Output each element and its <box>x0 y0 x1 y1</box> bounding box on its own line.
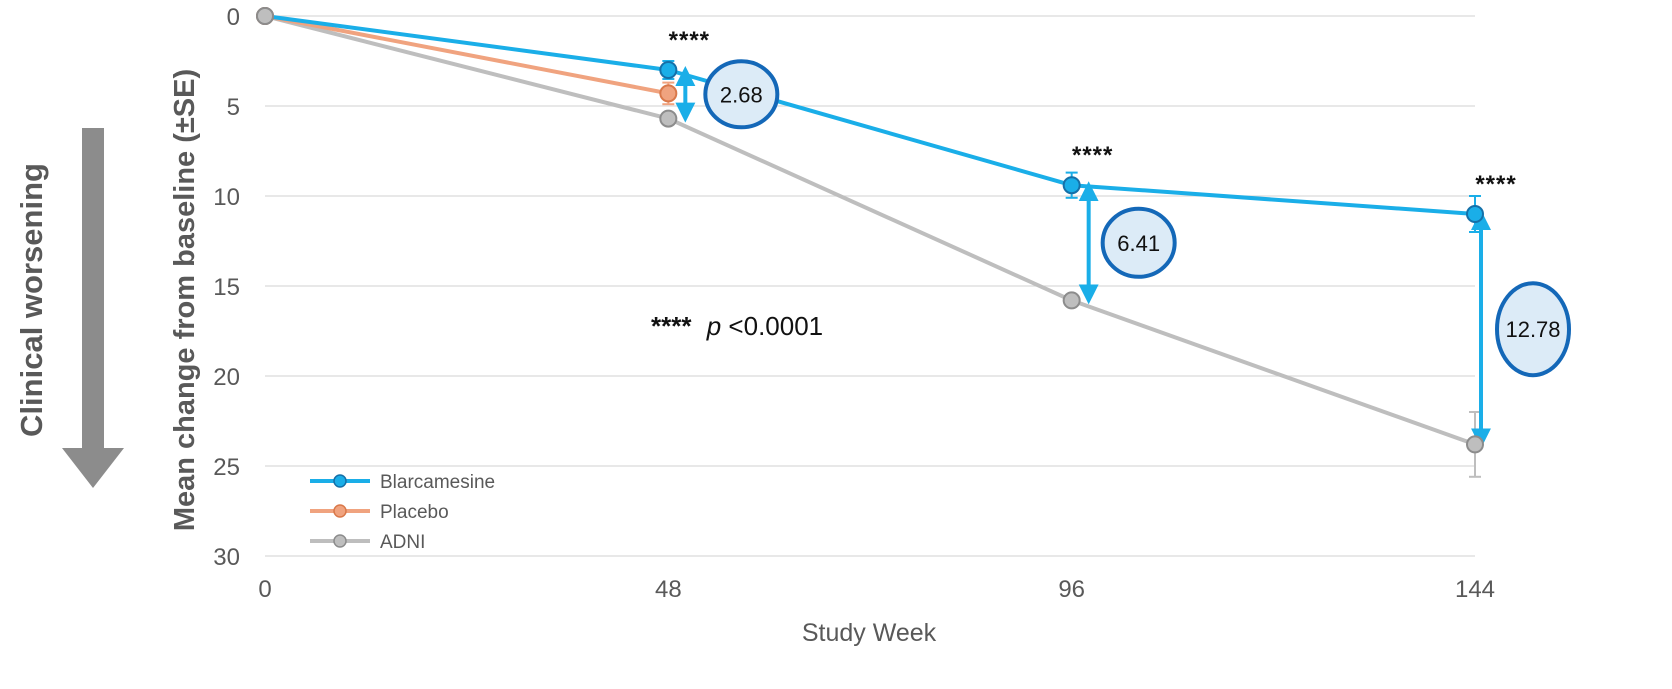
legend-item-blarcamesine: Blarcamesine <box>310 472 495 493</box>
point-placebo-48 <box>659 84 678 103</box>
worsening-arrow-head <box>62 448 124 488</box>
y-tick-labels: 0 5 10 15 20 25 30 <box>213 4 240 571</box>
error-bars <box>662 60 1481 478</box>
difference-label-48: 2.68 <box>720 82 763 107</box>
y-tick-5: 5 <box>227 94 240 121</box>
x-tick-48: 48 <box>655 576 682 603</box>
difference-label-96: 6.41 <box>1117 231 1160 256</box>
difference-bubble-96 <box>1100 206 1177 279</box>
difference-144: 12.78 <box>1471 210 1571 449</box>
legend-item-adni: ADNI <box>310 532 425 553</box>
significance-mark-48: **** <box>669 27 710 54</box>
p-note-value: <0.0001 <box>728 311 823 341</box>
x-tick-labels: 0 48 96 144 <box>258 576 1495 603</box>
point-blarcamesine-144 <box>1466 205 1484 223</box>
series-lines <box>264 14 1476 447</box>
y-axis-title: Mean change from baseline (±SE) <box>169 69 201 531</box>
difference-arrows: 2.68 6.41 12.78 <box>675 59 1571 449</box>
difference-label-144: 12.78 <box>1505 317 1560 342</box>
point-blarcamesine-48 <box>659 61 678 79</box>
p-value-note: **** p <0.0001 <box>651 311 823 341</box>
difference-bubble-48 <box>703 59 780 130</box>
x-tick-0: 0 <box>258 576 271 603</box>
legend-label-blarcamesine: Blarcamesine <box>380 472 495 493</box>
p-note-stars: **** <box>651 311 692 341</box>
y-tick-20: 20 <box>213 364 240 391</box>
difference-96: 6.41 <box>1078 181 1177 305</box>
significance-mark-144: **** <box>1475 171 1516 198</box>
point-adni-48 <box>659 109 678 128</box>
point-adni-144 <box>1466 435 1484 454</box>
y-tick-10: 10 <box>213 184 240 211</box>
y-tick-30: 30 <box>213 544 240 571</box>
significance-mark-96: **** <box>1072 142 1113 169</box>
legend: Blarcamesine Placebo ADNI <box>310 472 495 553</box>
difference-bubble-144 <box>1495 281 1571 378</box>
y-tick-15: 15 <box>213 274 240 301</box>
series-line-placebo <box>264 14 669 96</box>
y-tick-25: 25 <box>213 454 240 481</box>
difference-48: 2.68 <box>675 59 780 130</box>
x-tick-96: 96 <box>1058 576 1085 603</box>
y-tick-0: 0 <box>227 4 240 31</box>
legend-label-adni: ADNI <box>380 532 425 553</box>
legend-label-placebo: Placebo <box>380 502 449 523</box>
x-tick-144: 144 <box>1455 576 1495 603</box>
clinical-worsening-indicator: Clinical worsening <box>14 128 124 488</box>
significance-marks: **** **** **** <box>669 27 1516 198</box>
clinical-worsening-label: Clinical worsening <box>14 163 49 437</box>
series-line-adni <box>264 14 1476 447</box>
point-adni-96 <box>1062 291 1081 310</box>
legend-item-placebo: Placebo <box>310 502 449 523</box>
point-blarcamesine-96 <box>1062 176 1081 195</box>
data-points <box>256 7 1484 454</box>
series-line-blarcamesine <box>264 14 1476 216</box>
worsening-arrow-shaft <box>82 128 104 450</box>
point-adni-0 <box>256 7 274 25</box>
x-axis-title: Study Week <box>802 619 937 647</box>
gridlines <box>265 15 1475 557</box>
p-note-p: p <box>706 311 721 341</box>
